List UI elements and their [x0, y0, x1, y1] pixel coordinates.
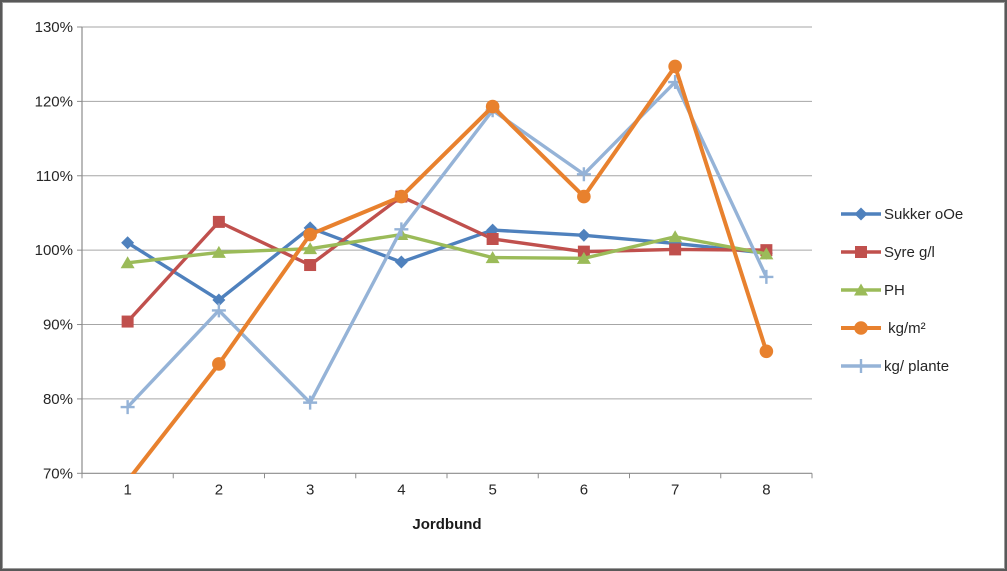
x-tick-label: 8 [762, 481, 770, 498]
data-point-marker [304, 259, 317, 272]
data-point-marker [212, 215, 225, 228]
x-tick-label: 6 [580, 481, 588, 498]
y-tick-label: 80% [43, 391, 73, 408]
legend-key-square-icon [841, 246, 881, 258]
series-line [125, 80, 769, 409]
data-point-marker [126, 473, 129, 474]
data-point-marker [212, 357, 226, 371]
legend-label: kg/m² [884, 319, 926, 337]
data-point-marker [486, 232, 499, 245]
data-point-marker [577, 189, 591, 204]
y-tick-label: 70% [43, 465, 73, 482]
legend-item: kg/m² [841, 309, 963, 347]
data-point-marker [303, 242, 318, 255]
legend-key-plus-icon [841, 359, 881, 373]
data-point-marker [577, 245, 590, 258]
data-point-marker [120, 400, 135, 415]
series-line [125, 232, 769, 265]
data-point-marker [759, 247, 774, 260]
data-point-marker [576, 167, 591, 182]
data-point-marker [854, 207, 868, 221]
legend-item: PH [841, 271, 963, 309]
data-point-marker [212, 293, 226, 307]
data-point-marker [394, 222, 409, 237]
series-line [125, 194, 769, 324]
legend-item: kg/ plante [841, 347, 963, 385]
y-tick-label: 130% [35, 19, 73, 36]
legend-key-circle-icon [841, 321, 881, 335]
data-point-marker [854, 283, 868, 296]
legend-label: Syre g/l [884, 243, 935, 261]
data-point-marker [303, 227, 317, 242]
legend-item: Syre g/l [841, 233, 963, 271]
data-point-marker [669, 243, 682, 256]
y-tick-label: 110% [36, 168, 73, 185]
data-point-marker [855, 246, 867, 258]
data-point-marker [576, 251, 591, 264]
data-point-marker [394, 189, 409, 204]
y-tick-label: 90% [43, 317, 73, 334]
y-tick-label: 120% [35, 93, 73, 110]
series-plus [120, 75, 774, 415]
data-point-marker [759, 269, 774, 284]
x-tick-label: 5 [488, 481, 496, 498]
data-point-marker [485, 99, 500, 114]
x-tick-label: 3 [306, 481, 314, 498]
series-line [130, 64, 769, 474]
legend-key-diamond-icon [841, 207, 881, 221]
data-point-marker [120, 256, 135, 269]
data-point-marker [577, 228, 591, 242]
legend-key-triangle-icon [841, 283, 881, 296]
series-circle [126, 59, 774, 474]
data-point-marker [121, 315, 134, 328]
y-tick-label: 100% [35, 242, 73, 259]
x-tick-label: 4 [397, 481, 405, 498]
x-tick-label: 7 [671, 481, 679, 498]
data-point-marker [121, 236, 135, 250]
data-point-marker [211, 303, 226, 318]
chart-legend: Sukker oOe Syre g/l PH kg/m² kg/ plante [841, 195, 963, 385]
legend-item: Sukker oOe [841, 195, 963, 233]
data-point-marker [854, 321, 868, 335]
data-point-marker [394, 255, 408, 269]
legend-label: PH [884, 281, 905, 299]
data-point-marker [854, 359, 868, 373]
data-point-marker [211, 245, 226, 258]
legend-label: Sukker oOe [884, 205, 964, 223]
data-point-marker [759, 344, 774, 359]
x-tick-label: 1 [123, 481, 131, 498]
data-point-marker [668, 59, 682, 74]
x-axis-title: Jordbund [412, 516, 482, 533]
legend-label: kg/ plante [884, 357, 950, 375]
data-point-marker [485, 251, 500, 264]
data-point-marker [303, 395, 318, 410]
data-point-marker [668, 230, 683, 243]
x-tick-label: 2 [215, 481, 223, 498]
